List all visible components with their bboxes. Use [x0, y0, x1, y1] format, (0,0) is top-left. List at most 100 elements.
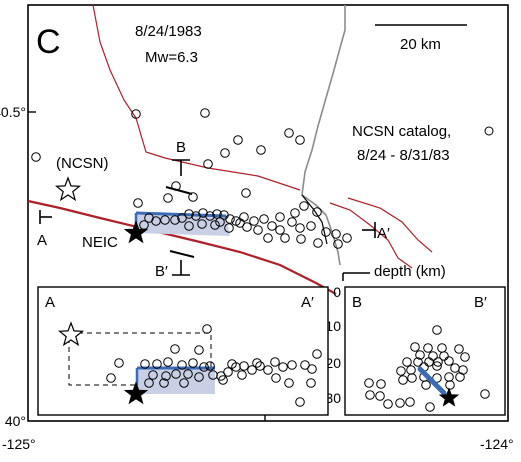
earthquake-circle [267, 221, 277, 231]
earthquake-circle [402, 357, 412, 367]
lat-top-label: 40.5° [0, 104, 26, 120]
earthquake-circle [188, 192, 198, 202]
earthquake-circle [275, 225, 285, 235]
profile-a-prime-label: A′ [377, 225, 390, 242]
earthquake-circle [208, 370, 218, 380]
earthquake-circle [287, 360, 297, 370]
earthquake-circle [432, 325, 442, 335]
earthquake-circle [342, 233, 352, 243]
earthquake-circle [405, 397, 415, 407]
earthquake-circle [131, 109, 141, 119]
cross-section-b-star [438, 387, 460, 407]
event-date: 8/24/1983 [135, 23, 202, 40]
earthquake-circle [321, 227, 331, 237]
earthquake-circle [106, 373, 116, 383]
earthquake-circle [242, 222, 252, 232]
earthquake-circle [375, 391, 385, 401]
lon-left-label: -125° [2, 436, 36, 452]
earthquake-circle [224, 223, 234, 233]
lon-right-label: -124° [480, 436, 514, 452]
earthquake-circle [241, 188, 251, 198]
profile-a-label: A [37, 232, 47, 249]
earthquake-circle [177, 213, 187, 223]
catalog-legend-circle [484, 126, 494, 136]
cross-section-a-a-prime: A A′ [37, 286, 329, 416]
earthquake-circle [423, 343, 433, 353]
earthquake-circle [152, 359, 162, 369]
coastline [301, 5, 346, 266]
map-frame [27, 4, 509, 422]
earthquake-circle [171, 369, 181, 379]
earthquake-circle [299, 201, 309, 211]
cross-section-a-earthquakes [106, 324, 322, 407]
earthquake-circle [398, 375, 408, 385]
earthquake-circle [383, 399, 393, 409]
fault-lines [92, 4, 433, 269]
depth-tick-0: 0 [333, 284, 341, 300]
cross-section-a-label: A [45, 294, 55, 311]
fault-mid-right [329, 202, 413, 269]
earthquake-circle [160, 215, 170, 225]
depth-axis-label: depth (km) [374, 263, 446, 280]
rupture-plane-section [137, 368, 215, 394]
earthquake-circle [480, 389, 490, 399]
earthquake-circle [148, 370, 158, 380]
earthquake-circle [263, 365, 273, 375]
earthquake-circle [454, 344, 464, 354]
earthquake-circle [194, 345, 204, 355]
earthquake-circle [202, 324, 212, 334]
cross-section-ncsn-star [57, 321, 85, 347]
earthquake-circle [312, 207, 322, 217]
fault-upper-right [347, 197, 433, 253]
earthquake-circle [220, 148, 230, 158]
event-magnitude: Mw=6.3 [145, 49, 198, 66]
earthquake-circle [425, 402, 435, 412]
earthquake-circle [233, 135, 243, 145]
earthquake-circle [253, 225, 263, 235]
cross-section-a-frame [37, 286, 329, 416]
cross-section-a-prime-label: A′ [301, 294, 314, 311]
earthquake-circle [364, 378, 374, 388]
cross-section-b-label: B [352, 294, 362, 311]
earthquake-circle [205, 361, 215, 371]
depth-tick-10: 10 [325, 318, 341, 334]
catalog-label-line2: 8/24 - 8/31/83 [357, 147, 450, 164]
earthquake-circle [432, 361, 442, 371]
earthquake-circle [287, 217, 297, 227]
depth-tick-30: 30 [325, 390, 341, 406]
earthquake-circle [421, 380, 431, 390]
earthquake-circle [161, 371, 171, 381]
rupture-dip-vector [417, 366, 447, 396]
earthquake-circle [259, 214, 269, 224]
earthquake-circle [307, 364, 317, 374]
earthquake-circle [188, 358, 198, 368]
earthquake-circle [290, 208, 300, 218]
earthquake-circle [205, 211, 215, 221]
filled-star-icon [438, 387, 460, 407]
earthquake-circle [225, 214, 235, 224]
earthquake-circle [200, 108, 210, 118]
profile-b-prime-marker [172, 260, 190, 276]
cross-section-b-earthquakes [364, 325, 490, 412]
earthquake-circle [275, 212, 285, 222]
earthquake-circle [295, 397, 305, 407]
hollow-star-icon [57, 321, 85, 347]
depth-tick-20: 20 [325, 355, 341, 371]
earthquake-circle [227, 359, 237, 369]
earthquake-circle [444, 356, 454, 366]
earthquake-circle [179, 378, 189, 388]
earthquake-circle [183, 369, 193, 379]
earthquake-circle [295, 223, 305, 233]
ncsn-label: (NCSN) [56, 155, 109, 172]
earthquake-circle [300, 360, 310, 370]
earthquake-circle [203, 159, 213, 169]
earthquake-circle [313, 238, 323, 248]
earthquake-circle [163, 357, 173, 367]
earthquake-circle [284, 128, 294, 138]
earthquake-circle [296, 234, 306, 244]
hollow-star-icon [54, 176, 82, 202]
fault-northern [92, 4, 301, 191]
earthquake-circle [376, 379, 386, 389]
map-earthquakes [31, 108, 352, 249]
